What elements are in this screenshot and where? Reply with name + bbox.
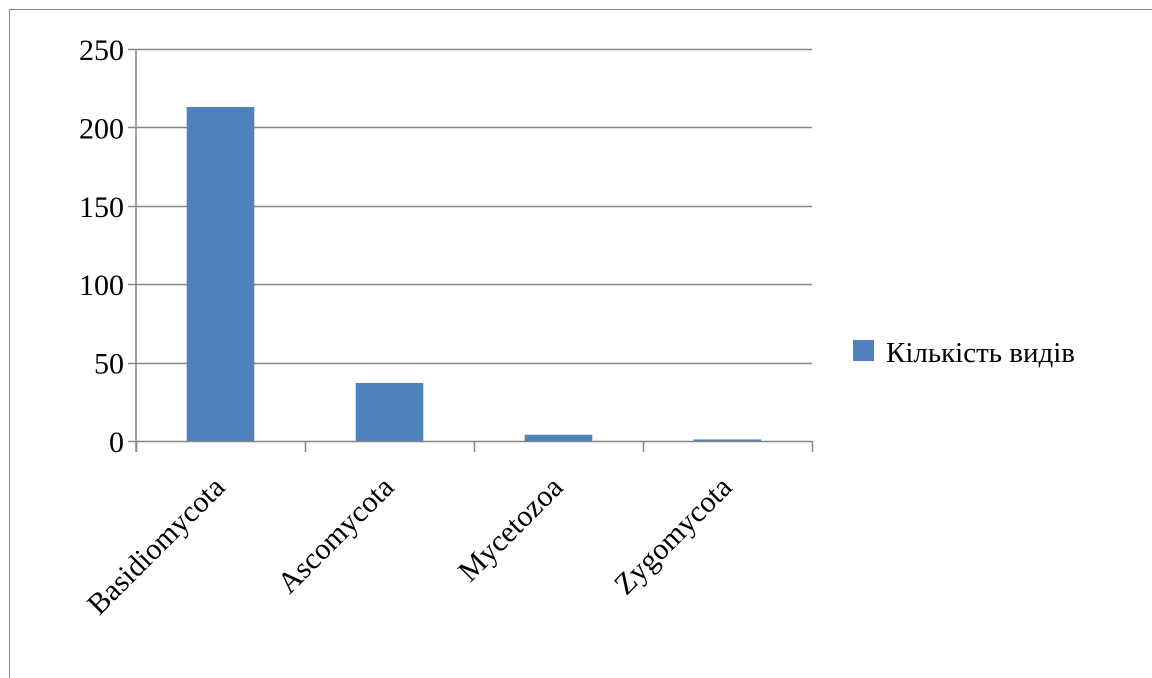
x-category-label: Mycetozoa <box>452 471 570 589</box>
x-category-label: Ascomycota <box>271 471 400 600</box>
bars <box>186 107 762 442</box>
bar-zygomycota <box>693 439 762 441</box>
x-axis-category-labels: Basidiomycota Ascomycota Mycetozoa Zygomyco… <box>81 471 739 622</box>
y-tick-label: 150 <box>79 191 124 224</box>
y-tick-label: 250 <box>79 34 124 67</box>
y-tick-label: 200 <box>79 112 124 145</box>
y-tick-label: 100 <box>79 269 124 302</box>
bar-basidiomycota <box>186 107 255 442</box>
x-category-label: Basidiomycota <box>81 471 232 622</box>
bar-mycetozoa <box>524 434 593 441</box>
legend: Кількість видів <box>853 337 1075 369</box>
bar-ascomycota <box>355 382 424 441</box>
legend-label: Кількість видів <box>886 337 1075 369</box>
x-category-label: Zygomycota <box>608 471 739 602</box>
axes <box>128 48 814 452</box>
y-tick-label: 0 <box>109 426 124 459</box>
y-axis-tick-labels: 0 50 100 150 200 250 <box>79 34 124 459</box>
y-tick-label: 50 <box>94 348 124 381</box>
legend-swatch <box>853 340 874 361</box>
